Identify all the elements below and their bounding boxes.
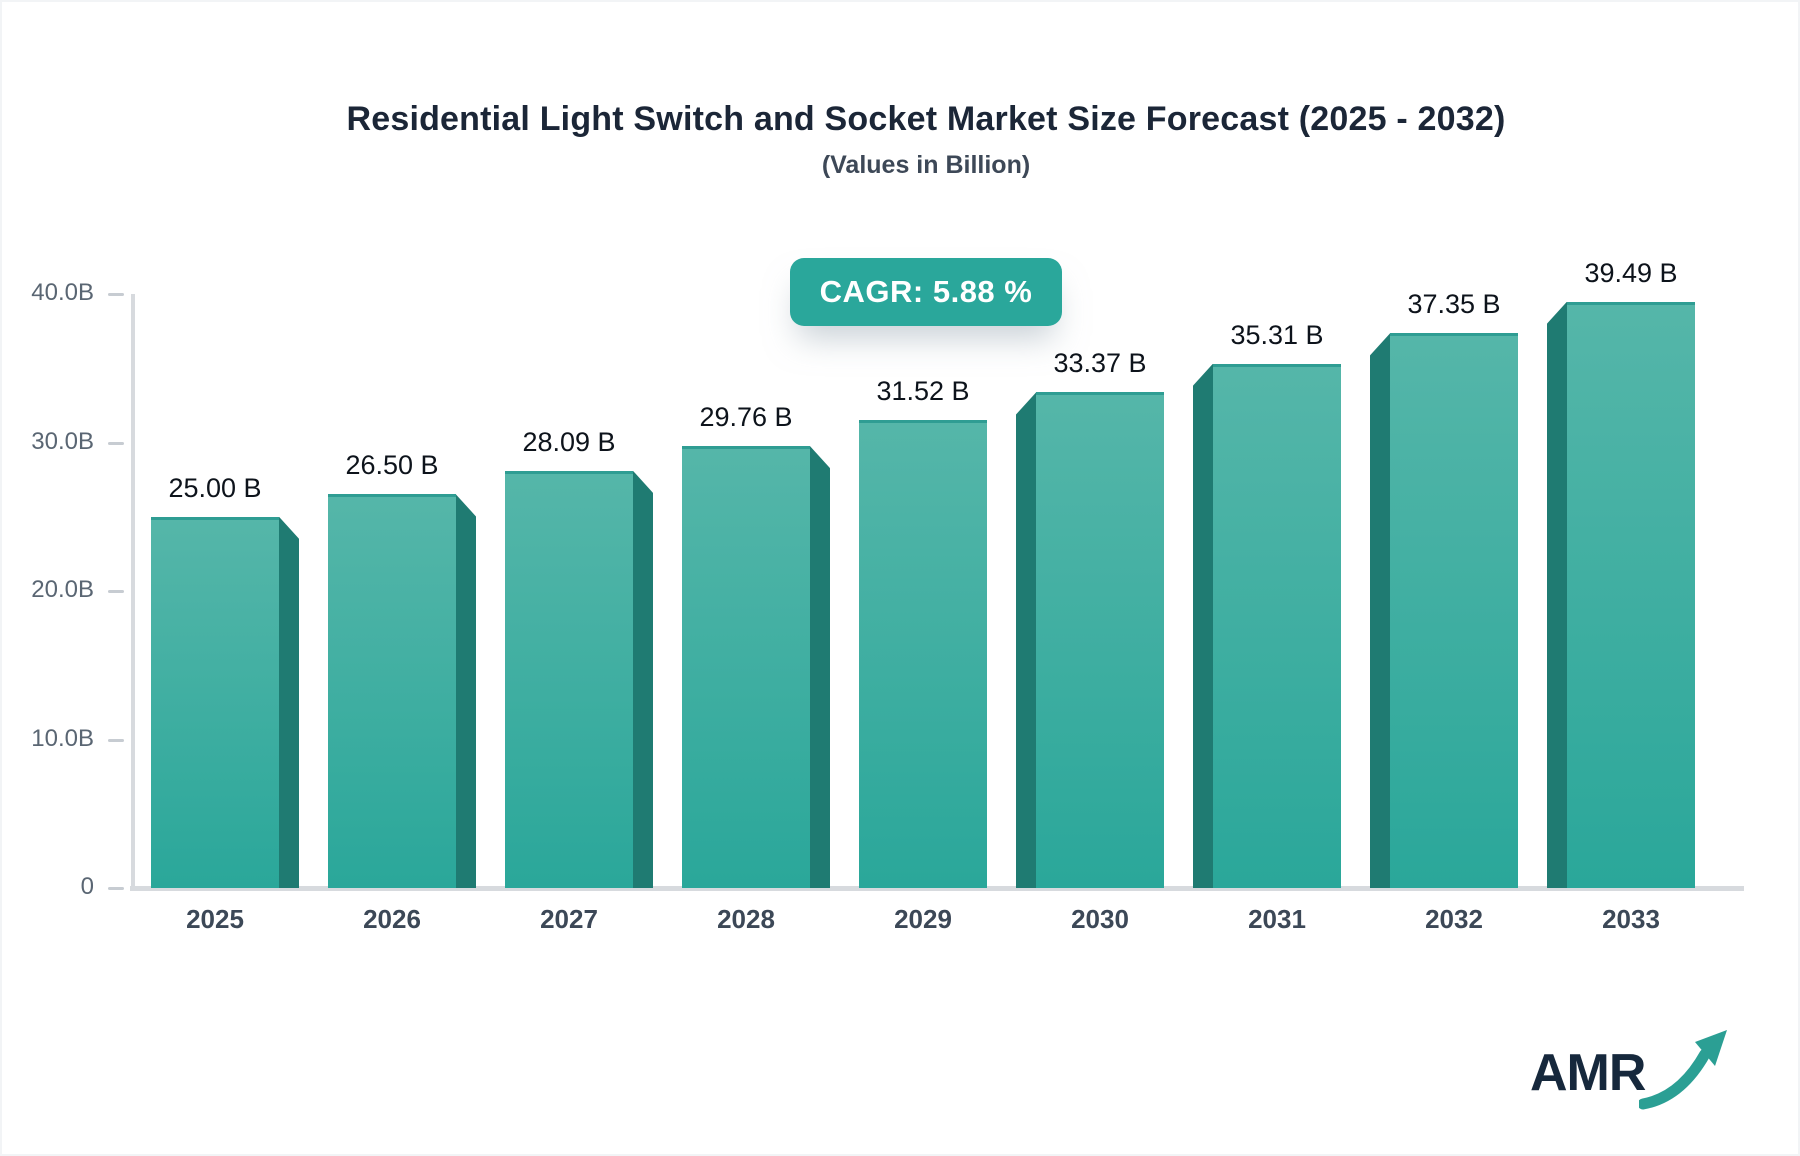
amr-logo: AMR [1530, 1030, 1728, 1112]
bar-side-2031 [1193, 363, 1213, 888]
bar-2029[interactable] [859, 419, 987, 888]
bar-value-2032: 37.35 B [1407, 289, 1501, 320]
x-tick-label-2031: 2031 [1248, 904, 1306, 934]
x-tick-label-2025: 2025 [186, 904, 244, 934]
bar-2031[interactable] [1213, 363, 1341, 888]
bar-side-2026 [456, 494, 476, 888]
x-tick-label-2028: 2028 [717, 904, 775, 934]
y-tick-mark [108, 887, 124, 890]
bar-2026[interactable] [328, 494, 456, 888]
y-tick-label: 10.0B [31, 724, 94, 752]
x-tick-label-2026: 2026 [363, 904, 421, 934]
y-tick-mark [108, 738, 124, 742]
y-axis-line [131, 294, 135, 888]
bar-2028[interactable] [682, 446, 810, 888]
bar-value-2028: 29.76 B [699, 402, 793, 433]
bar-value-2031: 35.31 B [1230, 319, 1324, 350]
y-tick-label: 30.0B [31, 427, 94, 455]
cagr-badge: CAGR: 5.88 % [790, 258, 1062, 326]
chart-subtitle: (Values in Billion) [821, 151, 1031, 179]
bar-value-2030: 33.37 B [1053, 348, 1147, 379]
x-tick-label-2029: 2029 [894, 904, 952, 934]
bar-side-2028 [810, 446, 830, 888]
bar-side-2032 [1370, 333, 1390, 888]
x-tick-label-2033: 2033 [1602, 904, 1660, 934]
bar-value-2029: 31.52 B [876, 375, 970, 406]
bar-side-2025 [279, 516, 299, 888]
x-tick-label-2032: 2032 [1425, 904, 1483, 934]
x-tick-label-2027: 2027 [540, 904, 598, 934]
y-tick-mark [108, 590, 124, 593]
bar-value-2033: 39.49 B [1584, 257, 1678, 288]
bar-2025[interactable] [151, 516, 279, 888]
bar-value-2026: 26.50 B [345, 450, 439, 481]
bar-2032[interactable] [1390, 333, 1518, 888]
bar-2027[interactable] [505, 470, 633, 888]
y-tick-label: 20.0B [31, 576, 94, 603]
bar-value-2025: 25.00 B [168, 472, 262, 503]
bar-side-2027 [633, 470, 653, 888]
x-tick-label-2030: 2030 [1071, 904, 1129, 934]
growth-arrow-icon [1639, 1030, 1728, 1110]
bar-2030[interactable] [1036, 392, 1164, 888]
chart-title: Residential Light Switch and Socket Mark… [346, 100, 1506, 138]
amr-logo-text: AMR [1530, 1044, 1646, 1102]
bar-side-2033 [1547, 301, 1567, 888]
cagr-badge-label: CAGR: 5.88 % [819, 274, 1033, 309]
x-axis-line [130, 886, 1744, 891]
bar-side-2030 [1016, 392, 1036, 888]
y-tick-label: 40.0B [31, 279, 94, 306]
y-tick-label: 0 [80, 873, 94, 900]
y-tick-mark [108, 441, 124, 445]
bar-2033[interactable] [1567, 301, 1695, 888]
bar-value-2027: 28.09 B [522, 426, 616, 457]
y-tick-mark [108, 293, 124, 296]
